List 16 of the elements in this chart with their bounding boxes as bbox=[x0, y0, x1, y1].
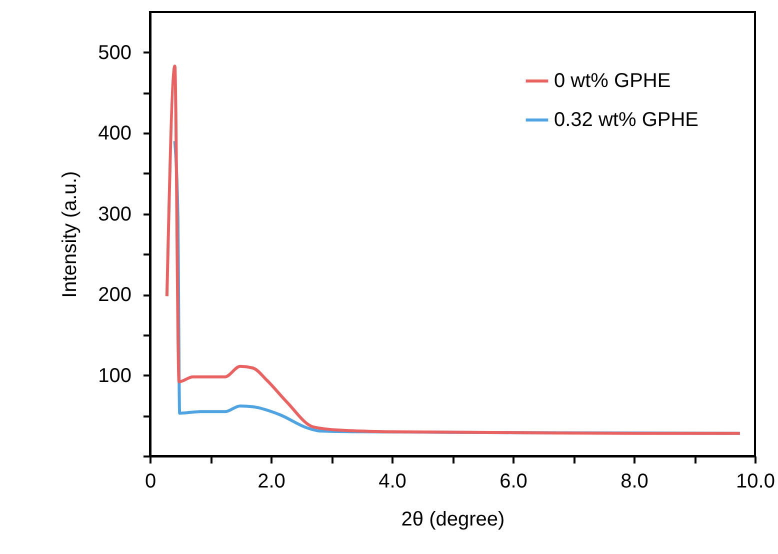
x-tick-label: 6.0 bbox=[500, 470, 528, 492]
x-tick-label: 2.0 bbox=[258, 470, 286, 492]
line-series bbox=[165, 64, 742, 435]
legend-label: 0 wt% GPHE bbox=[554, 70, 671, 92]
y-tick-label: 100 bbox=[98, 364, 132, 387]
x-tick-label: 4.0 bbox=[378, 470, 406, 492]
x-tick-label: 0 bbox=[144, 470, 156, 492]
y-tick-label: 200 bbox=[98, 284, 132, 306]
y-axis-title: Intensity (a.u.) bbox=[59, 171, 82, 298]
x-tick-label: 8.0 bbox=[620, 470, 648, 492]
y-tick-label: 300 bbox=[98, 203, 132, 226]
legend-label: 0.32 wt% GPHE bbox=[554, 109, 699, 131]
y-tick-label: 500 bbox=[98, 42, 132, 64]
x-axis-title: 2θ (degree) bbox=[401, 508, 505, 530]
x-tick-label: 10.0 bbox=[736, 470, 775, 492]
y-tick-label: 400 bbox=[98, 122, 132, 145]
